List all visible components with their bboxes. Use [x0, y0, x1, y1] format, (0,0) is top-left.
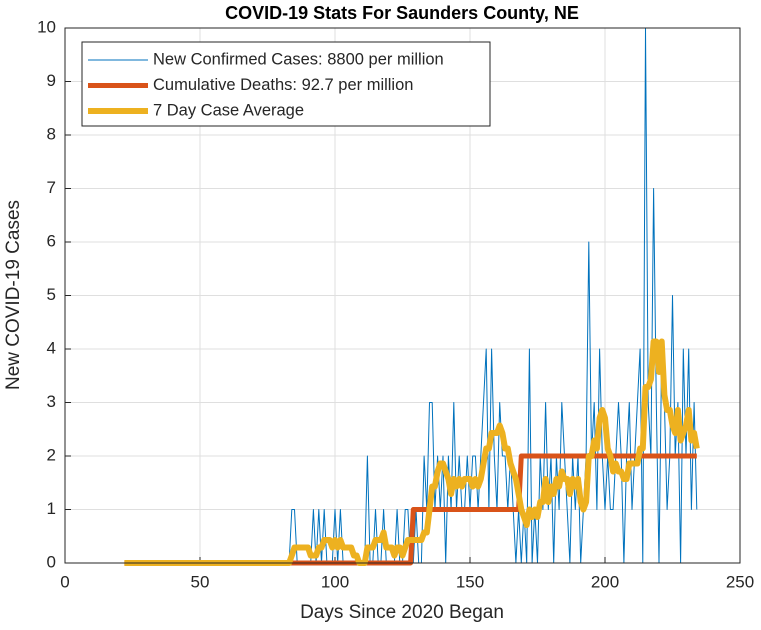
plot-frame [64, 27, 741, 564]
legend-label: Cumulative Deaths: 92.7 per million [153, 76, 413, 94]
x-tick-label: 200 [591, 572, 619, 591]
y-tick-label: 4 [47, 338, 56, 357]
x-tick-label: 100 [321, 572, 349, 591]
y-tick-label: 8 [47, 124, 56, 143]
legend-box [81, 41, 491, 127]
y-tick-label: 10 [37, 17, 56, 36]
legend-label: 7 Day Case Average [153, 101, 304, 119]
y-tick-label: 6 [47, 231, 56, 250]
y-tick-label: 7 [47, 178, 56, 197]
legend-label: New Confirmed Cases: 8800 per million [153, 50, 444, 68]
y-tick-label: 5 [47, 285, 56, 304]
x-tick-label: 50 [191, 572, 210, 591]
y-tick-label: 3 [47, 392, 56, 411]
y-tick-label: 9 [47, 71, 56, 90]
y-tick-label: 0 [47, 552, 56, 571]
x-tick-label: 0 [60, 572, 69, 591]
chart-title: COVID-19 Stats For Saunders County, NE [225, 3, 579, 23]
y-tick-label: 2 [47, 445, 56, 464]
x-tick-label: 250 [726, 572, 754, 591]
y-axis-label: New COVID-19 Cases [3, 200, 24, 390]
y-tick-label: 1 [47, 499, 56, 518]
x-tick-label: 150 [456, 572, 484, 591]
x-axis-label: Days Since 2020 Began [300, 602, 504, 623]
